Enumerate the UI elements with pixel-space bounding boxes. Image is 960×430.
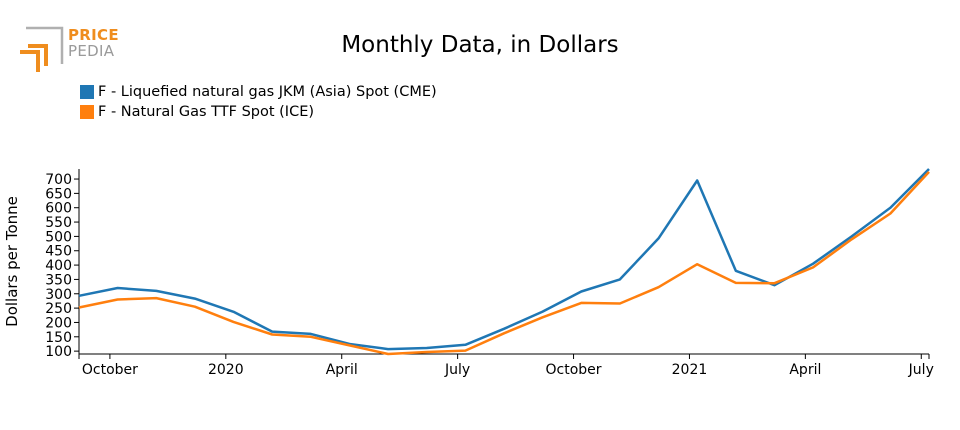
y-tick-label: 150 xyxy=(45,330,72,346)
x-tick-label: April xyxy=(326,362,358,378)
legend-item-ttf[interactable]: F - Natural Gas TTF Spot (ICE) xyxy=(80,104,314,120)
series-layer xyxy=(78,168,930,356)
chart-title: Monthly Data, in Dollars xyxy=(341,32,619,58)
y-tick-label: 600 xyxy=(45,201,72,217)
x-tick-label: October xyxy=(546,362,602,378)
y-tick-label: 400 xyxy=(45,258,72,274)
legend-swatch-ttf xyxy=(80,105,94,119)
x-tick-label: October xyxy=(82,362,138,378)
brand-line1: PRICE xyxy=(68,26,119,44)
legend-swatch-jkm xyxy=(80,85,94,99)
y-tick-label: 100 xyxy=(45,344,72,360)
y-tick-label: 500 xyxy=(45,229,72,245)
x-axis: October 2020 April July October 2021 April July xyxy=(78,353,934,378)
legend-label-jkm: F - Liquefied natural gas JKM (Asia) Spo… xyxy=(98,84,437,100)
x-tick-label: April xyxy=(789,362,821,378)
y-tick-label: 550 xyxy=(45,215,72,231)
x-tick-label: July xyxy=(444,362,470,378)
x-tick-label: 2020 xyxy=(208,362,244,378)
series-line-jkm[interactable] xyxy=(78,168,930,351)
legend-label-ttf: F - Natural Gas TTF Spot (ICE) xyxy=(98,104,315,120)
pricepedia-logo: PRICE PEDIA xyxy=(18,24,128,74)
logo-mark-icon xyxy=(20,26,64,72)
x-tick-label: 2021 xyxy=(672,362,708,378)
y-tick-label: 700 xyxy=(45,172,72,188)
series-line-ttf[interactable] xyxy=(78,171,930,356)
y-tick-label: 650 xyxy=(45,186,72,202)
y-axis-title: Dollars per Tonne xyxy=(3,196,21,327)
y-tick-label: 300 xyxy=(45,287,72,303)
legend-item-jkm[interactable]: F - Liquefied natural gas JKM (Asia) Spo… xyxy=(80,84,437,100)
y-tick-label: 250 xyxy=(45,301,72,317)
y-tick-label: 350 xyxy=(45,272,72,288)
x-tick-label: July xyxy=(908,362,934,378)
y-tick-label: 450 xyxy=(45,244,72,260)
y-tick-label: 200 xyxy=(45,315,72,331)
brand-line2: PEDIA xyxy=(68,42,115,60)
